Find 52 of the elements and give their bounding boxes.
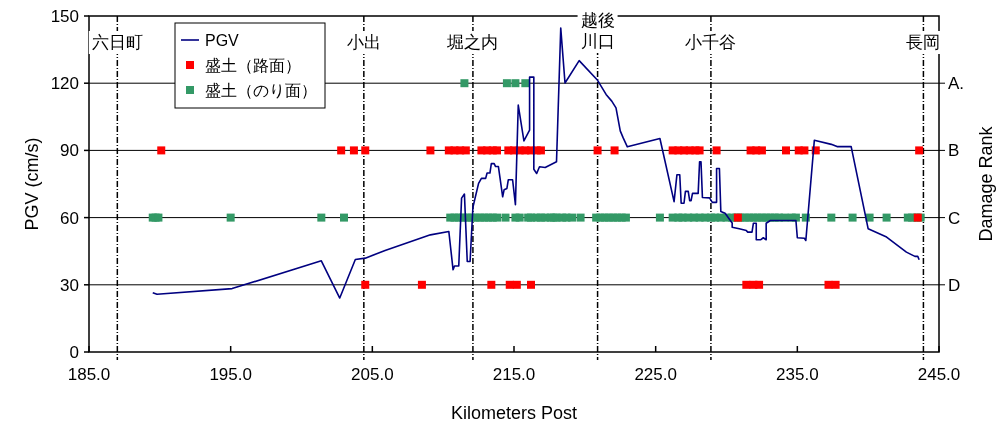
point — [831, 280, 840, 289]
point — [915, 146, 924, 155]
ref-line-label: 長岡 — [906, 33, 941, 52]
legend-label: 盛土（路面） — [205, 57, 301, 74]
point — [461, 146, 470, 155]
legend-label: PGV — [205, 32, 240, 49]
point — [757, 146, 766, 155]
ref-line-label: A. — [948, 74, 965, 94]
point — [417, 280, 426, 289]
ref-line-label: 堀之内 — [446, 33, 499, 52]
ref-line-label: C — [948, 208, 961, 228]
y-tick-label: 30 — [60, 275, 79, 295]
y-tick-label: 60 — [60, 208, 79, 228]
point — [493, 146, 501, 155]
x-tick-label: 235.0 — [776, 365, 819, 384]
point — [361, 146, 370, 155]
point — [512, 280, 521, 289]
ref-line-label: 越後川口 — [580, 11, 615, 51]
ref-line-label: 六日町 — [91, 33, 143, 52]
point — [527, 280, 535, 289]
point — [593, 146, 602, 155]
point — [361, 280, 370, 289]
x-tick-label: 245.0 — [917, 365, 961, 384]
point — [536, 146, 545, 155]
ref-line-label: 小出 — [346, 33, 381, 52]
y-tick-label: 90 — [60, 141, 79, 161]
point — [157, 146, 166, 155]
x-tick-label: 185.0 — [67, 365, 111, 384]
y-tick-label: 120 — [50, 74, 79, 94]
y-axis-title: PGV (cm/s) — [22, 137, 42, 231]
point — [349, 146, 358, 155]
point — [712, 146, 721, 155]
x-tick-label: 215.0 — [492, 365, 536, 384]
ref-line-label: D — [948, 275, 961, 295]
x-tick-label: 195.0 — [209, 365, 252, 384]
legend-label: 盛土（のり面） — [205, 82, 317, 99]
point — [695, 146, 704, 155]
point — [426, 146, 435, 155]
ref-line-label: B — [948, 141, 960, 161]
point — [610, 146, 619, 155]
y2-axis-title: Damage Rank — [976, 125, 996, 242]
point — [755, 280, 764, 289]
y-tick-label: 150 — [50, 7, 79, 26]
y-tick-label: 0 — [69, 343, 79, 362]
point — [487, 280, 496, 289]
x-tick-label: 205.0 — [351, 365, 394, 384]
ref-line-label: 小千谷 — [685, 33, 737, 52]
point — [800, 146, 809, 155]
point — [782, 146, 790, 155]
point — [337, 146, 346, 155]
x-axis-title: Kilometers Post — [450, 403, 578, 423]
x-tick-label: 225.0 — [634, 365, 677, 384]
